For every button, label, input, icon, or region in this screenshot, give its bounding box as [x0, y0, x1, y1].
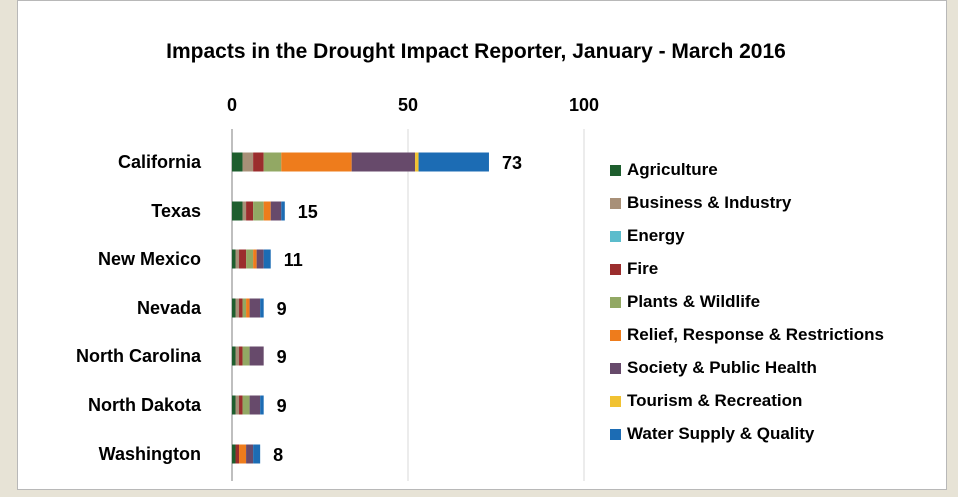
gridlines [407, 129, 585, 481]
bar-segment [260, 395, 264, 415]
legend-swatch [610, 164, 621, 176]
category-label: Washington [99, 444, 201, 464]
bar-segment [232, 152, 243, 172]
legend-item: Agriculture [610, 160, 718, 180]
bars [232, 152, 489, 464]
bar-segment [253, 152, 264, 172]
legend-swatch [610, 329, 621, 341]
legend-item: Water Supply & Quality [610, 424, 814, 444]
total-label: 15 [298, 202, 318, 222]
bar-segment [246, 444, 254, 464]
bar-segment [235, 444, 240, 464]
x-tick-label: 50 [398, 95, 418, 115]
bar-segment [263, 249, 271, 269]
chart-panel: Impacts in the Drought Impact Reporter, … [17, 0, 947, 490]
category-labels: California Texas New Mexico Nevada North Car… [76, 152, 202, 464]
total-label: 8 [273, 445, 283, 465]
category-label: Texas [151, 201, 201, 221]
bar-segment [232, 201, 243, 221]
stacked-bar-chart: Impacts in the Drought Impact Reporter, … [76, 40, 786, 481]
total-label: 73 [502, 153, 522, 173]
legend-swatch [610, 395, 621, 407]
bar-segment [232, 249, 236, 269]
bar-segment [281, 201, 285, 221]
bar-segment [239, 346, 243, 366]
bar-segment [232, 346, 236, 366]
category-label: New Mexico [98, 249, 201, 269]
legend-swatch [610, 263, 621, 275]
bar-segment [281, 152, 352, 172]
bar-segment [232, 444, 236, 464]
legend-label: Fire [627, 259, 659, 278]
bar-segment [415, 152, 419, 172]
bar-segment [249, 298, 261, 318]
legend-swatch [610, 296, 621, 308]
bar-segment [239, 395, 243, 415]
category-label: North Carolina [76, 346, 202, 366]
bar-segment [249, 346, 264, 366]
bar-segment [246, 249, 254, 269]
bar-segment [253, 249, 257, 269]
total-label: 11 [284, 250, 303, 270]
total-label: 9 [277, 396, 287, 416]
bar-segment [253, 444, 261, 464]
legend-item: Plants & Wildlife [610, 292, 760, 312]
bar-segment [239, 249, 247, 269]
bar-segment [239, 444, 247, 464]
bar-segment [351, 152, 416, 172]
legend-item: Relief, Response & Restrictions [610, 325, 884, 345]
bar-segment [253, 201, 264, 221]
legend-item: Society & Public Health [610, 358, 817, 378]
legend-label: Plants & Wildlife [627, 292, 761, 311]
x-tick-label: 0 [227, 95, 237, 115]
bar-segment [270, 201, 282, 221]
bar-segment [246, 298, 250, 318]
legend-item: Energy [610, 226, 685, 246]
category-label: North Dakota [88, 395, 202, 415]
category-label: California [118, 152, 202, 172]
legend-label: Energy [627, 226, 685, 245]
x-tick-label: 100 [569, 95, 599, 115]
legend-label: Tourism & Recreation [627, 391, 803, 410]
bar-segment [235, 346, 240, 366]
bar-segment [242, 298, 247, 318]
bar-segment [242, 152, 254, 172]
bar-segment [242, 346, 250, 366]
bar-segment [235, 249, 240, 269]
bar-segment [232, 395, 236, 415]
bar-segment [239, 298, 243, 318]
bar-segment [246, 201, 254, 221]
legend-swatch [610, 362, 621, 374]
bar-segment [235, 395, 240, 415]
bar-segment [242, 395, 250, 415]
total-labels: 73 15 11 9 9 9 8 [273, 153, 522, 465]
legend-label: Society & Public Health [627, 358, 817, 377]
legend-item: Business & Industry [610, 193, 791, 213]
total-label: 9 [277, 299, 287, 319]
chart-title: Impacts in the Drought Impact Reporter, … [166, 40, 786, 63]
bar-segment [242, 201, 247, 221]
legend-label: Water Supply & Quality [627, 424, 815, 443]
bar-segment [263, 201, 271, 221]
legend-label: Relief, Response & Restrictions [627, 325, 884, 344]
bar-segment [260, 298, 264, 318]
legend-swatch [610, 428, 621, 440]
legend-label: Business & Industry [627, 193, 792, 212]
legend-label: Agriculture [627, 160, 718, 179]
legend-swatch [610, 230, 621, 242]
total-label: 9 [277, 347, 287, 367]
bar-segment [235, 298, 240, 318]
category-label: Nevada [137, 298, 202, 318]
bar-segment [256, 249, 264, 269]
bar-segment [232, 298, 236, 318]
bar-segment [249, 395, 261, 415]
legend-item: Fire [610, 259, 658, 279]
legend-item: Tourism & Recreation [610, 391, 802, 411]
legend-swatch [610, 197, 621, 209]
bar-segment [263, 152, 282, 172]
bar-segment [418, 152, 489, 172]
